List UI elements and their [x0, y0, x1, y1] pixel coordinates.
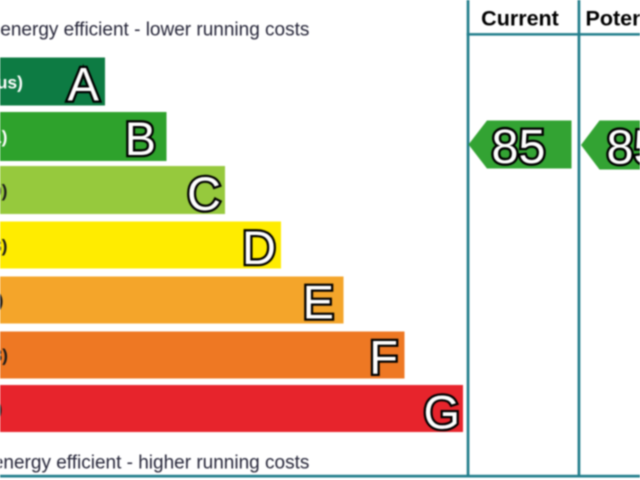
svg-text:F: F	[369, 331, 398, 384]
svg-text:E: E	[303, 276, 334, 329]
svg-text:(92 plus): (92 plus)	[0, 73, 23, 93]
svg-text:85: 85	[607, 121, 640, 175]
svg-text:A: A	[68, 57, 100, 110]
svg-text:Current: Current	[481, 6, 559, 30]
svg-text:D: D	[242, 221, 276, 274]
svg-text:(69-80): (69-80)	[0, 181, 8, 201]
svg-text:(21-38): (21-38)	[0, 346, 8, 366]
svg-text:(55-68): (55-68)	[0, 236, 8, 256]
svg-text:Not energy efficient - higher: Not energy efficient - higher running co…	[0, 452, 309, 473]
svg-text:(39-54): (39-54)	[0, 291, 4, 311]
svg-text:G: G	[423, 386, 460, 439]
svg-text:Very energy efficient - lower: Very energy efficient - lower running co…	[0, 19, 309, 40]
svg-text:85: 85	[492, 120, 546, 174]
svg-text:(81-91): (81-91)	[0, 127, 8, 147]
svg-text:(1-20): (1-20)	[0, 399, 3, 419]
svg-text:C: C	[187, 167, 221, 220]
svg-text:Potential: Potential	[586, 6, 640, 30]
svg-text:B: B	[125, 112, 156, 165]
